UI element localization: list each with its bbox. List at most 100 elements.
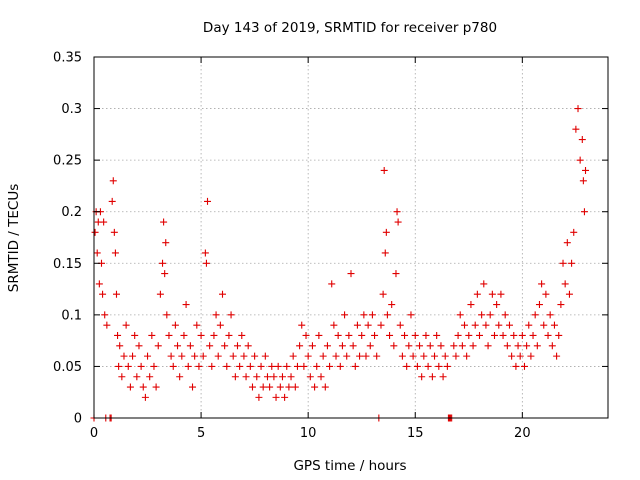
data-point [202,259,210,267]
data-point [358,331,366,339]
data-point [454,331,462,339]
data-point [238,331,246,339]
data-point [248,383,256,391]
data-point [538,280,546,288]
data-point [373,352,381,360]
data-point [154,342,162,350]
data-point [360,311,368,319]
data-point [398,352,406,360]
data-point [499,331,507,339]
data-point [281,393,289,401]
data-point [221,342,229,350]
x-tick-label: 20 [514,426,531,441]
data-point [456,311,464,319]
data-point [152,383,160,391]
data-point [405,342,413,350]
data-point [178,352,186,360]
data-point [246,362,254,370]
data-point [308,342,316,350]
data-point [236,362,244,370]
data-point [461,321,469,329]
data-point [557,301,565,309]
data-point [137,362,145,370]
data-point [523,342,531,350]
y-tick-label: 0.2 [61,205,82,220]
data-point [159,259,167,267]
data-point [409,352,417,360]
data-point [343,352,351,360]
data-point [476,331,483,339]
data-point [559,259,567,267]
data-point [505,321,513,329]
data-point [191,352,199,360]
data-point [527,352,535,360]
data-point [334,331,342,339]
data-point [186,342,194,350]
data-point [160,218,168,226]
data-point [95,280,103,288]
data-point [338,342,346,350]
data-point [233,342,241,350]
data-point [240,352,248,360]
data-point [572,125,580,133]
data-point [272,393,280,401]
data-point [458,342,466,350]
data-point [565,290,573,298]
data-point [313,362,321,370]
chart-title: Day 143 of 2019, SRMTID for receiver p78… [203,20,497,36]
data-point [465,331,473,339]
data-point [450,342,458,350]
data-point [529,331,537,339]
data-point [263,373,271,381]
data-point [114,331,122,339]
data-point [100,218,108,226]
data-point [441,352,449,360]
data-point [323,342,331,350]
data-point [171,321,179,329]
data-point [99,290,107,298]
data-point [176,373,184,381]
data-point [401,331,409,339]
data-point [206,342,214,350]
data-point [326,362,334,370]
data-point [576,156,584,164]
data-point [501,311,509,319]
y-tick-label: 0.35 [53,51,82,66]
data-point [393,208,401,216]
data-point [278,373,286,381]
data-point [418,373,426,381]
data-point [293,362,301,370]
x-axis-label: GPS time / hours [293,458,406,474]
data-point [120,352,128,360]
data-point [371,331,379,339]
y-tick-label: 0.1 [61,308,82,323]
data-point [223,362,231,370]
data-point [486,311,494,319]
data-point [386,331,394,339]
data-point [516,352,524,360]
data-point [568,259,576,267]
data-point [242,373,250,381]
data-point [356,352,364,360]
data-point [416,342,424,350]
data-point [163,311,171,319]
data-point [199,352,207,360]
data-point [424,362,432,370]
data-point [161,270,169,278]
data-point [317,373,325,381]
data-point [195,362,203,370]
data-point [124,362,132,370]
data-point [330,321,338,329]
data-point [91,228,99,236]
data-point [304,352,312,360]
data-point [439,373,447,381]
data-point [180,331,188,339]
data-point [368,311,376,319]
data-point [259,383,267,391]
data-point [126,383,134,391]
data-point [111,249,119,257]
data-point [426,342,434,350]
data-point [336,362,344,370]
data-point [520,362,528,370]
y-axis-label: SRMTID / TECUs [6,184,22,292]
